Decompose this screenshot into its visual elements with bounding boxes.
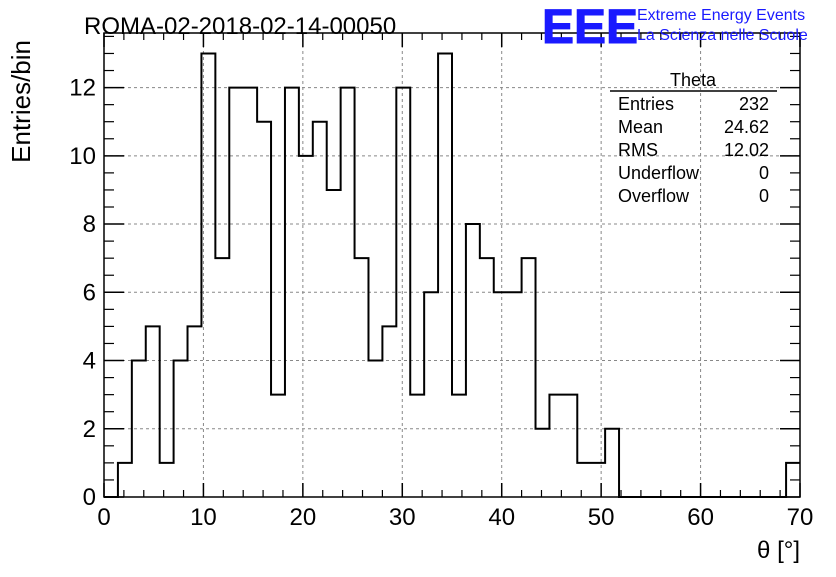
- y-tick-label: 6: [83, 279, 96, 306]
- org-name: Extreme Energy Events: [637, 7, 805, 24]
- org-subtitle: La Scienza nelle Scuole: [637, 27, 808, 44]
- x-tick-label: 60: [687, 504, 714, 531]
- stats-label: Mean: [618, 117, 663, 137]
- stats-title: Theta: [670, 70, 717, 90]
- stats-label: Overflow: [618, 186, 690, 206]
- stats-box: Theta Entries 232 Mean 24.62 RMS 12.02 Underfl…: [610, 70, 777, 206]
- stats-value: 232: [739, 94, 769, 114]
- y-tick-label: 2: [83, 416, 96, 443]
- stats-value: 0: [759, 186, 769, 206]
- x-tick-label: 0: [97, 504, 110, 531]
- y-tick-label: 8: [83, 211, 96, 238]
- y-tick-label: 0: [83, 484, 96, 511]
- x-axis-label: θ [°]: [757, 537, 800, 564]
- stats-value: 24.62: [724, 117, 769, 137]
- y-tick-label: 4: [83, 348, 96, 375]
- y-tick-label: 10: [69, 143, 96, 170]
- x-tick-label: 40: [488, 504, 515, 531]
- y-tick-label: 12: [69, 75, 96, 102]
- x-tick-label: 20: [290, 504, 317, 531]
- axis-tick-labels: 0 10 20 30 40 50 60 70 0 2 4 6 8 10 12: [69, 75, 813, 531]
- stats-value: 0: [759, 163, 769, 183]
- axis-ticks: [103, 33, 801, 498]
- x-tick-label: 50: [588, 504, 615, 531]
- y-axis-label: Entries/bin: [6, 40, 36, 163]
- x-tick-label: 70: [787, 504, 814, 531]
- x-tick-label: 30: [389, 504, 416, 531]
- eee-logo: EEE: [542, 1, 638, 54]
- plot-frame: [103, 32, 801, 498]
- stats-label: Underflow: [618, 163, 700, 183]
- stats-label: Entries: [618, 94, 674, 114]
- stats-value: 12.02: [724, 140, 769, 160]
- stats-label: RMS: [618, 140, 658, 160]
- chart-title: ROMA-02-2018-02-14-00050: [84, 13, 396, 40]
- x-tick-label: 10: [190, 504, 217, 531]
